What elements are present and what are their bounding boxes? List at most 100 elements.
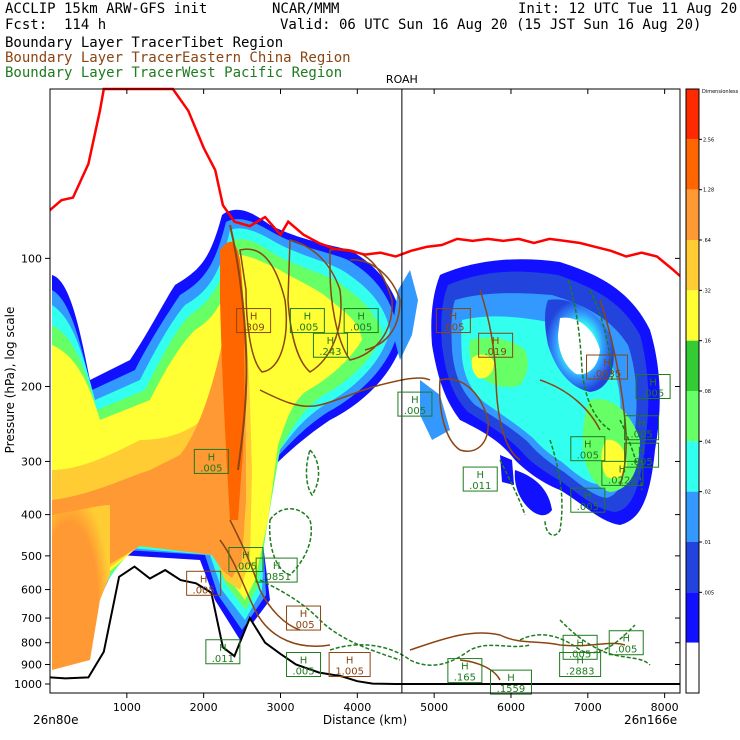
h-label-box [462,466,498,492]
tracer-contours [219,224,651,681]
colorbar-label: .04 [703,439,711,445]
h-label-box [478,332,514,358]
tropopause-line [49,87,681,277]
colorbar-label: .64 [703,238,711,244]
forecast-hour: Fcst: 114 h [5,17,107,33]
colorbar-label: .005 [703,590,714,596]
model-title: ACCLIP 15km ARW-GFS init [5,1,208,17]
h-label-value: .2883 [566,667,595,678]
h-max-label: H.165 [447,658,483,684]
h-label-box [397,391,433,417]
colorbar-swatch [686,441,699,492]
h-label-marker: H [576,638,584,649]
colorbar-swatch [686,642,699,693]
y-tick-label: 900 [21,659,42,672]
h-label-box [586,354,629,380]
h-max-label: H.011 [205,639,241,665]
h-label-box [343,308,379,334]
h-max-label: H.005 [562,634,598,660]
x-axis-label: Distance (km) [323,713,407,727]
h-label-value: .005 [292,620,314,631]
colorbar-swatch [686,491,699,542]
h-label-value: .005 [615,645,637,656]
h-label-value: .1559 [497,684,526,695]
y-tick-label: 200 [21,380,42,393]
x-axis-ticks: 1000 2000 3000 4000 5000 6000 7000 8000 [113,89,679,714]
left-endpoint-label: 26n80e [33,713,79,727]
h-label-box [236,308,272,334]
h-label-box [205,639,241,665]
y-axis-label: Pressure (hPa), log scale [3,307,17,454]
h-label-marker: H [461,662,469,673]
h-label-marker: H [219,643,227,654]
h-label-value: .309 [242,323,264,334]
h-label-marker: H [208,452,216,463]
h-label-box [562,634,598,660]
h-label-box [559,652,602,678]
h-max-label: H.005 [570,436,606,462]
h-max-label: H.005 [397,391,433,417]
colorbar-swatch [686,89,699,140]
h-label-marker: H [450,312,458,323]
tracer-field [52,209,660,670]
h-label-value: .243 [319,347,341,358]
y-tick-label: 1000 [14,678,42,691]
h-label-box [312,332,348,358]
colorbar-label: .08 [703,389,711,395]
h-max-label: H.005 [286,652,322,678]
h-label-box [228,547,264,573]
h-label-marker: H [300,609,308,620]
h-label-marker: H [300,656,308,667]
valid-time: Valid: 06 UTC Sun 16 Aug 20 (15 JST Sun … [280,17,702,33]
h-label-box [286,605,322,631]
h-max-label: H.243 [312,332,348,358]
y-tick-label: 600 [21,584,42,597]
colorbar-label: 1.28 [703,188,714,194]
tracer-legend-tibet-label: Boundary Layer Tracer [5,35,183,51]
h-label-box [624,415,660,441]
h-max-label: H.005 [186,570,222,596]
h-label-marker: H [584,440,592,451]
h-max-label: H.005 [624,415,660,441]
h-label-value: .005 [404,406,426,417]
x-tick-label: 3000 [266,701,294,714]
colorbar-swatch [686,290,699,341]
h-label-marker: H [357,312,365,323]
x-tick-label: 8000 [651,701,679,714]
plot-frame [49,88,681,694]
h-label-value: 1.005 [335,667,364,678]
h-max-label: H.005 [570,487,606,513]
h-label-marker: H [304,312,312,323]
h-max-label: H.005 [193,448,229,474]
h-max-label: H.0851 [255,557,298,583]
h-label-box [255,557,298,583]
h-label-box [570,436,606,462]
h-label-box [186,570,222,596]
h-max-label: H.005 [343,308,379,334]
h-max-label: H.2883 [559,652,602,678]
h-label-marker: H [507,673,515,684]
h-max-label: H.005 [435,308,471,334]
tracer-legend-pacific-region: West Pacific Region [182,65,343,81]
center-label: NCAR/MMM [272,1,340,17]
h-label-marker: H [619,464,627,475]
h-label-value: .005 [292,667,314,678]
h-label-marker: H [327,336,335,347]
h-label-box [447,658,483,684]
y-tick-label: 400 [21,509,42,522]
tracer-legend-pacific-label: Boundary Layer Tracer [5,65,183,81]
y-tick-label: 800 [21,637,42,650]
roah-marker-label: ROAH [386,73,418,86]
tracer-legend-china-label: Boundary Layer Tracer [5,50,183,66]
h-label-marker: H [622,634,630,645]
colorbar-swatch [686,340,699,391]
h-label-box [601,460,644,486]
colorbar-units: Dimensionless [702,89,739,95]
tracer-legend-tibet-region: Tibet Region [182,35,284,51]
colorbar-swatch [686,391,699,442]
h-max-label: H.0035 [586,354,629,380]
h-max-label: H.0226 [601,460,644,486]
h-max-label: H1.005 [328,652,371,678]
h-label-marker: H [638,446,646,457]
